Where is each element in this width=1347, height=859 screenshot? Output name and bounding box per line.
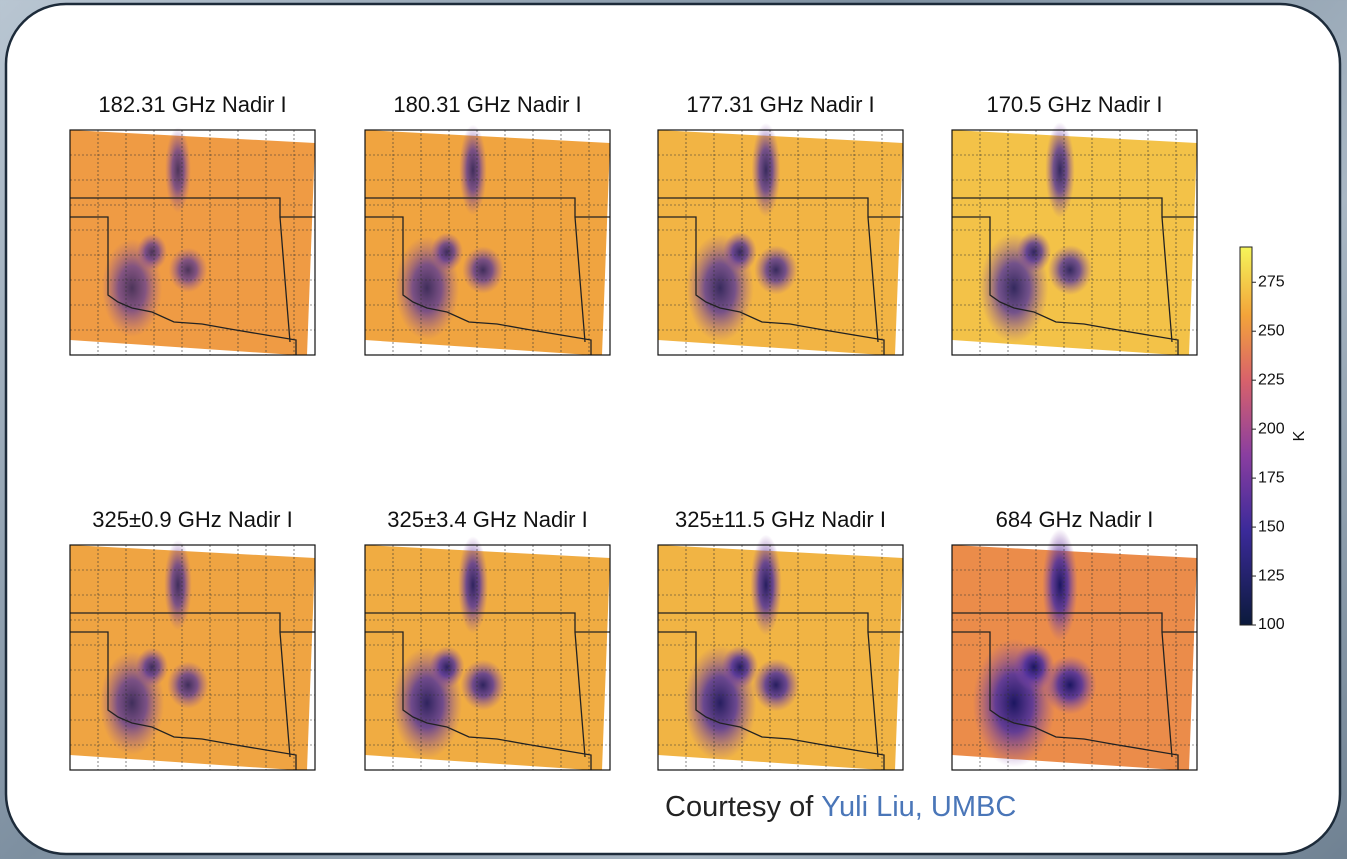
colorbar-tick-label: 100 [1258,616,1285,633]
colorbar-tick-label: 200 [1258,420,1285,437]
credit: Courtesy of Yuli Liu, UMBC [665,791,1016,823]
map-axes [69,544,316,771]
cold-region [136,233,168,271]
map-panel [69,127,316,356]
state-border [70,197,315,355]
colorbar [1239,246,1253,626]
cold-region [462,246,504,294]
panel-title: 177.31 GHz Nadir I [686,92,874,117]
map-axes [364,129,611,356]
panel-title: 325±3.4 GHz Nadir I [387,507,587,532]
map-axes [657,129,904,356]
map-axes [69,129,316,356]
colorbar-tick-label: 125 [1258,567,1285,584]
cold-region [1016,231,1052,273]
colorbar-tick-label: 275 [1258,273,1285,290]
cold-region [1013,642,1055,692]
panel-title: 325±0.9 GHz Nadir I [92,507,292,532]
map-panel [657,122,904,356]
state-border [658,197,903,355]
state-border [658,612,903,770]
panel-title: 325±11.5 GHz Nadir I [675,507,886,532]
map-field [70,130,315,355]
map-panel [364,124,611,356]
map-field [365,130,610,355]
cold-region [1047,244,1093,296]
cold-region [1045,122,1075,218]
colorbar-tick-label: 225 [1258,371,1285,388]
cold-region [167,661,209,709]
cold-region [460,659,506,711]
panel-title: 182.31 GHz Nadir I [98,92,286,117]
state-border [365,197,610,355]
cold-region [750,534,782,636]
cold-region [721,645,759,689]
map-axes [951,129,1198,356]
map-axes [657,544,904,771]
cold-region [752,658,800,712]
state-border [70,612,315,770]
map-panel [657,534,904,771]
map-panel [951,122,1198,356]
state-border [365,612,610,770]
cold-region [135,647,169,687]
cold-region [723,231,757,273]
cold-region [168,247,208,293]
map-panel [364,536,611,771]
panel-title: 684 GHz Nadir I [996,507,1154,532]
map-axes [364,544,611,771]
cold-region [459,124,487,216]
panel-title: 170.5 GHz Nadir I [986,92,1162,117]
cold-region [164,539,192,631]
cold-region [754,245,798,295]
cold-region [430,232,464,272]
cold-region [458,536,488,634]
credit-name: Yuli Liu, UMBC [821,791,1016,823]
state-border [952,197,1197,355]
colorbar-tick-label: 175 [1258,469,1285,486]
cold-region [429,646,465,688]
panel-title: 180.31 GHz Nadir I [393,92,581,117]
state-border [952,612,1197,770]
colorbar-tick-label: 150 [1258,518,1285,535]
colorbar-label: K [1291,430,1308,441]
cold-region [165,127,191,213]
cold-region [1042,528,1078,642]
map-panel [951,528,1198,771]
map-panel [69,539,316,771]
colorbar-tick-label: 250 [1258,322,1285,339]
map-axes [951,544,1198,771]
map-field [70,545,315,770]
credit-prefix: Courtesy of [665,791,814,823]
cold-region [751,122,781,218]
